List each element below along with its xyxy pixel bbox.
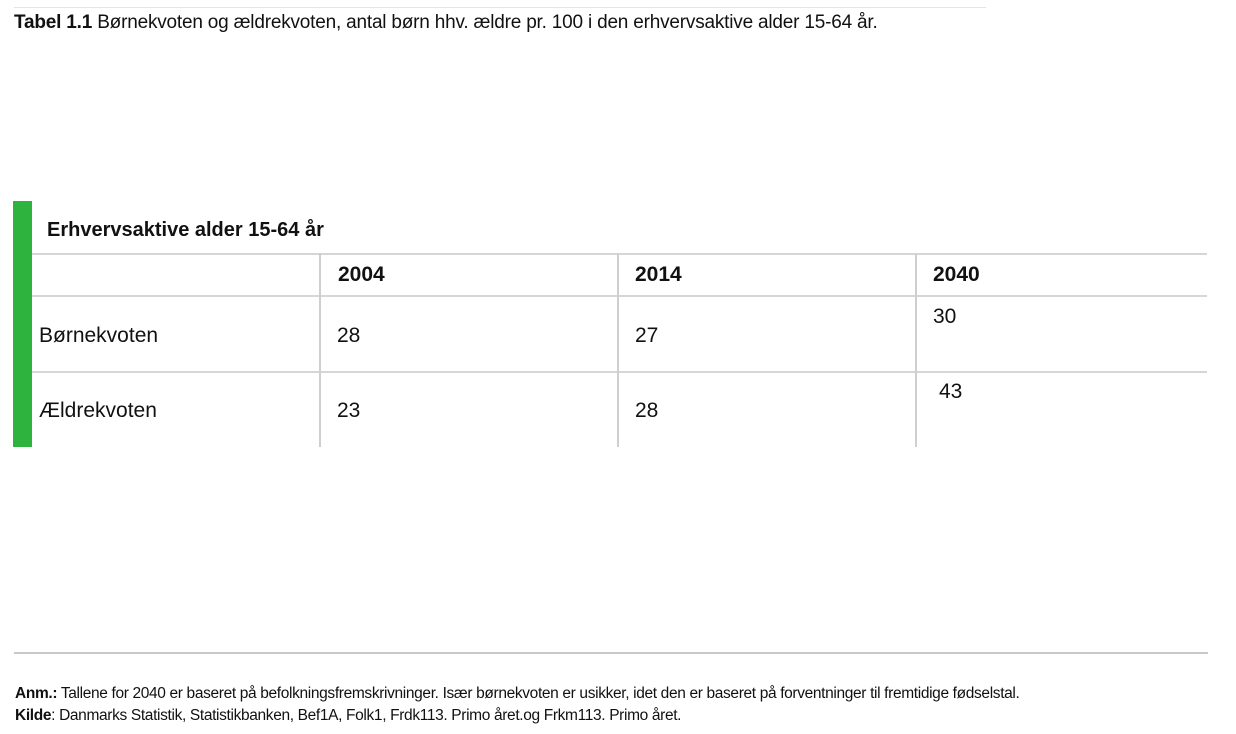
footnote-anm-label: Anm.: [15,685,58,702]
row-label-aeldrekvoten: Ældrekvoten [39,399,157,422]
footnote-kilde: Kilde: Danmarks Statistik, Statistikbank… [15,707,682,725]
footnote-kilde-label: Kilde [15,707,52,724]
column-header-2014: 2014 [635,263,682,286]
row-divider [32,295,1207,297]
row-label-boernekvoten: Børnekvoten [39,324,159,347]
table-cell: 43 [939,380,963,403]
table-cell: 23 [337,399,361,422]
table-cell: 30 [933,305,957,328]
table-cell: 28 [337,324,361,347]
footnote-kilde-text: : Danmarks Statistik, Statistikbanken, B… [51,707,682,724]
table-caption: Erhvervsaktive alder 15-64 år [47,219,324,241]
title-top-rule [14,7,986,8]
column-divider [319,253,321,447]
table-cell: 28 [635,399,659,422]
table-title: Tabel 1.1 Børnekvoten og ældrekvoten, an… [14,12,878,34]
row-divider [32,371,1207,373]
data-table: 2004 2014 2040 Børnekvoten 28 27 30 Ældr… [32,253,1207,447]
footnote-rule [14,652,1208,654]
footnote-anm-text: Tallene for 2040 er baseret på befolknin… [60,685,1020,702]
table-cell: 27 [635,324,659,347]
column-divider [915,253,917,447]
table-number: Tabel 1.1 [14,12,93,33]
footnote-anm: Anm.: Tallene for 2040 er baseret på bef… [15,685,1020,703]
row-divider [32,253,1207,255]
column-header-2040: 2040 [933,263,980,286]
column-divider [617,253,619,447]
column-header-2004: 2004 [338,263,385,286]
accent-bar [13,201,32,447]
table-title-text: Børnekvoten og ældrekvoten, antal børn h… [97,12,878,33]
